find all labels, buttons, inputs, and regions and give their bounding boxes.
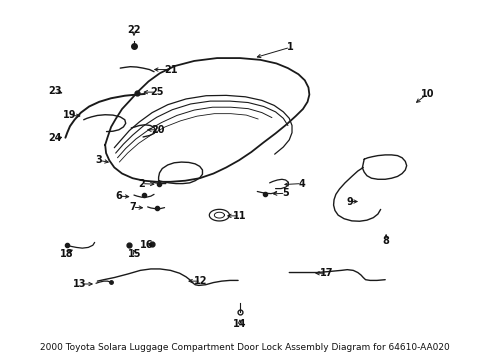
Text: 25: 25 xyxy=(150,87,163,97)
Text: 16: 16 xyxy=(139,239,153,249)
Text: 22: 22 xyxy=(127,25,141,35)
Text: 14: 14 xyxy=(233,319,246,329)
Text: 12: 12 xyxy=(194,276,207,286)
Text: 5: 5 xyxy=(282,188,288,198)
Text: 8: 8 xyxy=(382,236,389,246)
Text: 2000 Toyota Solara Luggage Compartment Door Lock Assembly Diagram for 64610-AA02: 2000 Toyota Solara Luggage Compartment D… xyxy=(40,343,448,352)
Text: 23: 23 xyxy=(48,86,62,96)
Text: 20: 20 xyxy=(151,125,164,135)
Text: 17: 17 xyxy=(319,268,333,278)
Text: 13: 13 xyxy=(73,279,86,289)
Text: 21: 21 xyxy=(164,64,178,75)
Text: 19: 19 xyxy=(63,111,77,121)
Text: 3: 3 xyxy=(95,155,102,165)
Text: 6: 6 xyxy=(115,191,122,201)
Text: 2: 2 xyxy=(138,179,145,189)
Text: 1: 1 xyxy=(286,42,293,52)
Text: 24: 24 xyxy=(48,133,62,143)
Text: 4: 4 xyxy=(298,179,305,189)
Text: 11: 11 xyxy=(233,211,246,221)
Text: 15: 15 xyxy=(128,248,142,258)
Text: 7: 7 xyxy=(129,202,136,212)
Text: 18: 18 xyxy=(60,248,73,258)
Text: 10: 10 xyxy=(420,89,433,99)
Text: 9: 9 xyxy=(346,197,352,207)
